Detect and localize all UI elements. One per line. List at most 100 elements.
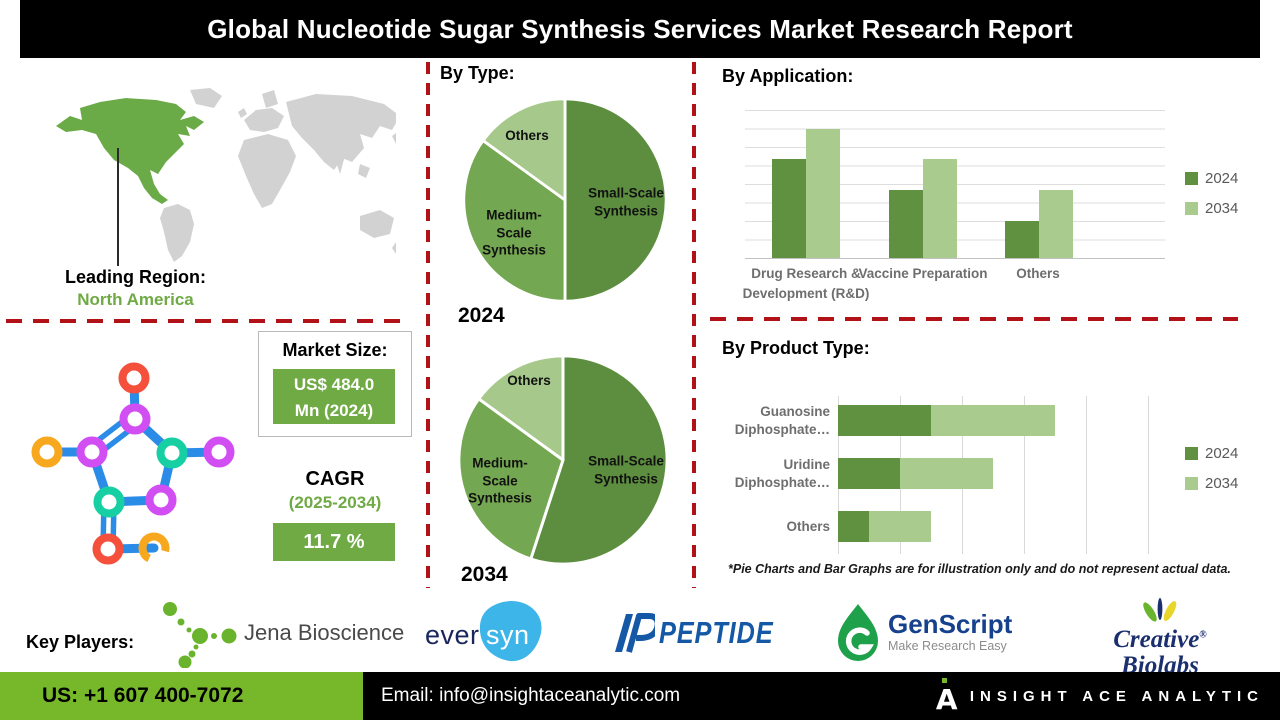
map-africa [238,134,296,208]
map-australia [360,210,394,238]
world-map-graphic [56,88,396,262]
insight-ace-brand: A INSIGHT ACE ANALYTIC [934,678,1280,716]
header-bar: Global Nucleotide Sugar Synthesis Servic… [20,0,1260,58]
map-north-america [56,98,204,204]
pie-chart-2024 [462,97,668,303]
pie-chart-2034 [457,354,669,566]
product-plot [838,396,1178,554]
product-bar-1-2024 [838,458,900,489]
map-uk [238,108,247,118]
map-india [332,150,346,174]
insight-ace-logo-icon: A [934,678,960,716]
pie-slice-Medium-Scale Synthesis [462,139,567,303]
leading-region-label: Leading Region: [65,267,206,287]
divider-vertical-1 [426,62,430,588]
pie-slice-Small-Scale Synthesis [529,354,669,566]
divider-right-horizontal [710,317,1238,321]
product-bar-2-2024 [838,511,869,542]
application-legend: 2024 2034 [1185,170,1238,217]
product-bar-0-2034 [931,405,1055,436]
product-bar-0-2024 [838,405,931,436]
registered-mark: ® [1199,629,1207,641]
map-new-zealand [392,242,396,254]
map-asia [286,94,396,170]
molecule-icon [31,362,235,565]
application-bar-0-2034 [806,129,840,258]
application-bar-2-2024 [1005,221,1039,258]
pie-2034-year: 2034 [461,563,508,586]
pie-2024-label-medium: Medium-Scale Synthesis [482,207,546,258]
eversyn-text-left: ever [425,620,480,650]
pie-slice-Medium-Scale Synthesis [457,397,565,561]
eversyn-text-right: syn [486,620,530,650]
pie-slice-Others [481,97,567,202]
cagr-period: (2025-2034) [288,493,382,512]
cagr-block: CAGR (2025-2034) [258,468,412,513]
divider-left-horizontal [6,319,400,323]
by-type-title: By Type: [440,63,515,83]
map-south-america [160,204,194,262]
application-bar-1-2034 [923,159,957,258]
eversyn-blob-icon [479,601,542,662]
creative-leaves-icon [1143,598,1177,622]
peptide-logo-text: PEPTIDE [659,615,774,650]
peptide-mark-icon [615,613,655,653]
jena-bioscience-logo: Jena Bioscience [148,598,404,668]
pie-slice-Others [477,354,565,462]
legend-swatch-2024 [1185,172,1198,185]
application-category-2: Vaccine Preparation [858,266,988,281]
legend-entry-2024: 2024 [1185,170,1238,187]
creative-line1: Creative® [1113,625,1207,653]
application-plot [745,110,1165,259]
by-application-title: By Application: [722,66,854,86]
pie-2034-label-small: Small-Scale Synthesis [588,453,664,486]
legend-swatch-2024 [1185,447,1198,460]
by-product-type-title: By Product Type: [722,338,870,358]
jena-dots-icon [163,602,237,668]
disclaimer-note: *Pie Charts and Bar Graphs are for illus… [728,562,1231,576]
footer-bar: US: +1 607 400-7072 Email: info@insighta… [0,672,1280,720]
map-callout-line [117,148,119,266]
pie-2034-label-medium: Medium-Scale Synthesis [468,455,532,506]
product-category-3: Others [786,518,830,534]
insight-ace-brand-text: INSIGHT ACE ANALYTIC [969,687,1264,705]
application-bar-1-2024 [889,190,923,258]
footer-email: Email: info@insightaceanalytic.com [381,685,681,706]
jena-logo-text: Jena Bioscience [244,620,405,645]
genscript-logo-text: GenScript [888,608,1013,639]
application-category-1: Drug Research & Development (R&D) [742,266,870,302]
product-category-1: Guanosine Diphosphate… [734,403,830,437]
application-bar-0-2024 [772,159,806,258]
map-greenland [190,88,222,108]
eversyn-logo: ever syn [425,600,550,666]
cagr-label: CAGR [305,468,365,490]
map-europe [244,108,284,132]
legend-entry-2034: 2034 [1185,200,1238,217]
footer-email-area: Email: info@insightaceanalytic.com A INS… [363,672,1280,720]
pie-2024-year: 2024 [458,304,505,327]
leading-region: Leading Region: North America [28,266,243,311]
genscript-tagline: Make Research Easy [888,639,1007,654]
map-scandinavia [262,90,278,108]
leading-region-value: North America [77,290,194,310]
product-bar-1-2034 [900,458,993,489]
map-se-asia [358,164,370,178]
genscript-droplet-icon [838,604,878,661]
pie-2024-label-small: Small-Scale Synthesis [588,185,664,218]
market-size-label: Market Size: [282,340,388,360]
legend-swatch-2034 [1185,202,1198,215]
peptide-logo: PEPTIDE [607,612,799,654]
market-size-value: US$ 484.0 Mn (2024) [273,369,395,424]
genscript-logo: GenScript Make Research Easy [836,602,1012,662]
legend-entry-2034: 2034 [1185,475,1238,492]
application-bar-2-2034 [1039,190,1073,258]
product-category-2: Uridine Diphosphate… [734,456,830,490]
footer-phone: US: +1 607 400-7072 [0,672,363,720]
page-title: Global Nucleotide Sugar Synthesis Servic… [207,13,1073,44]
divider-vertical-2 [692,62,696,588]
product-bar-2-2034 [869,511,931,542]
key-players-label: Key Players: [26,632,135,652]
map-japan [392,133,396,144]
legend-entry-2024: 2024 [1185,445,1238,462]
